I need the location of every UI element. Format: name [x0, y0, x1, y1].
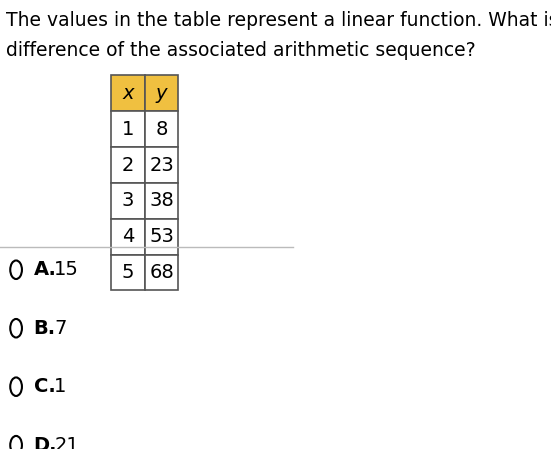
Bar [145, 255, 179, 291]
Text: A.: A. [34, 260, 57, 279]
Text: 8: 8 [155, 120, 168, 139]
Bar [145, 75, 179, 111]
Text: C.: C. [34, 377, 56, 396]
Text: 2: 2 [122, 155, 134, 175]
Bar [111, 219, 145, 255]
Text: B.: B. [34, 319, 56, 338]
Text: 5: 5 [122, 263, 134, 282]
Text: The values in the table represent a linear function. What is the common: The values in the table represent a line… [6, 11, 551, 31]
Text: 3: 3 [122, 191, 134, 211]
Bar [111, 75, 145, 111]
Text: 1: 1 [54, 377, 67, 396]
Bar [111, 183, 145, 219]
Text: 38: 38 [149, 191, 174, 211]
Text: y: y [156, 84, 168, 103]
Bar [145, 147, 179, 183]
Bar [145, 219, 179, 255]
Text: x: x [122, 84, 134, 103]
Text: 53: 53 [149, 227, 174, 246]
Bar [111, 255, 145, 291]
Bar [145, 111, 179, 147]
Text: D.: D. [34, 436, 57, 449]
Text: 68: 68 [149, 263, 174, 282]
Bar [111, 147, 145, 183]
Text: 1: 1 [122, 120, 134, 139]
Bar [145, 183, 179, 219]
Text: 21: 21 [54, 436, 79, 449]
Bar [111, 111, 145, 147]
Text: 7: 7 [54, 319, 67, 338]
Text: difference of the associated arithmetic sequence?: difference of the associated arithmetic … [6, 41, 476, 61]
Text: 23: 23 [149, 155, 174, 175]
Text: 15: 15 [54, 260, 79, 279]
Text: 4: 4 [122, 227, 134, 246]
